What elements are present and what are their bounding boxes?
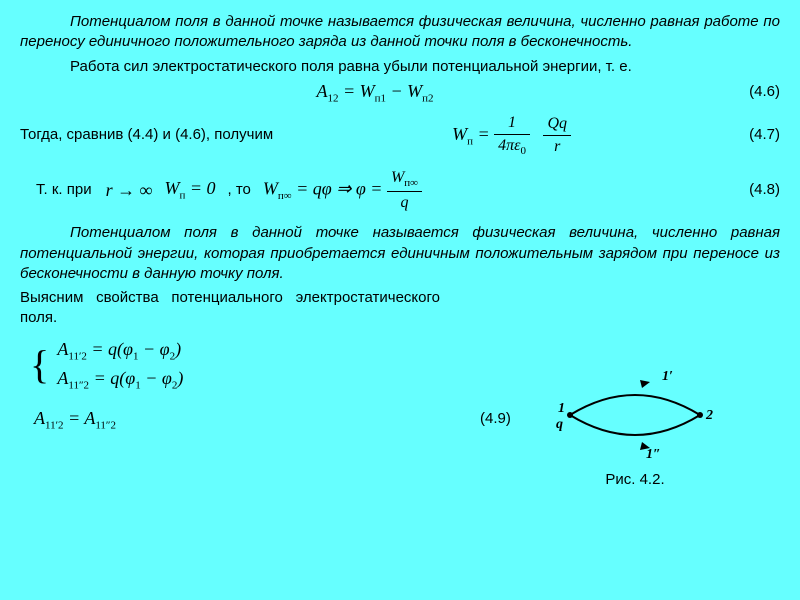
text-then: , то (221, 180, 256, 200)
text-since: Т. к. при (20, 180, 100, 200)
eq3-rinf: r → ∞ (100, 178, 159, 202)
svg-text:1″: 1″ (646, 447, 661, 460)
svg-text:2: 2 (705, 408, 713, 423)
eq2-frac2: Qq r (543, 113, 571, 157)
svg-text:q: q (556, 417, 563, 432)
equation-4-6: A12 = Wп1 − Wп2 (4.6) (20, 79, 780, 106)
figure-caption: Рис. 4.2. (550, 470, 720, 490)
definition-paragraph-2: Потенциалом поля в данной точке называет… (20, 223, 780, 284)
eq2-frac1: 1 4πε0 (494, 112, 530, 159)
sys-eq-2: A11″2 = q(φ1 − φ2) (57, 366, 183, 393)
eq3-frac-num: Wп∞ (387, 167, 422, 192)
sys-eq-1: A11′2 = q(φ1 − φ2) (57, 337, 183, 364)
eq3-rhs: Wп∞ = qφ ⇒ φ = Wп∞ q (257, 167, 428, 214)
eq3-frac-den: q (387, 192, 422, 214)
equation-4-8: Т. к. при r → ∞ Wп = 0 , то Wп∞ = qφ ⇒ φ… (20, 167, 780, 214)
eq2-frac2-den: r (543, 136, 571, 158)
eq2-lhs: Wп = (452, 124, 494, 144)
figure-4-2: 1 2 q 1′ 1″ Рис. 4.2. (550, 370, 720, 491)
paragraph-work: Работа сил электростатического поля равн… (20, 57, 780, 77)
eq1-label: (4.6) (730, 82, 780, 102)
eq2-frac1-den: 4πε0 (494, 135, 530, 159)
eq3-frac: Wп∞ q (387, 167, 422, 214)
eq2-formula: Wп = 1 4πε0 Qq r (452, 124, 571, 144)
sys-eq-3: A11′2 = A11″2 (34, 408, 116, 428)
eq3-wzero: Wп = 0 (158, 176, 221, 203)
brace-icon: { (30, 345, 49, 385)
eq2-frac1-num: 1 (494, 112, 530, 135)
eq2-label: (4.7) (730, 125, 780, 145)
eq3-label: (4.8) (730, 180, 780, 200)
paragraph-properties: Выясним свойства потенциального электрос… (20, 288, 440, 329)
text-compare: Тогда, сравнив (4.4) и (4.6), получим (20, 125, 293, 145)
eq1-formula: A12 = Wп1 − Wп2 (316, 81, 433, 101)
definition-paragraph-1: Потенциалом поля в данной точке называет… (20, 12, 780, 53)
svg-text:1: 1 (558, 401, 565, 416)
svg-text:1′: 1′ (662, 370, 673, 384)
path-diagram-svg: 1 2 q 1′ 1″ (550, 370, 720, 460)
equation-4-7: Тогда, сравнив (4.4) и (4.6), получим Wп… (20, 112, 780, 159)
eq2-frac2-num: Qq (543, 113, 571, 136)
